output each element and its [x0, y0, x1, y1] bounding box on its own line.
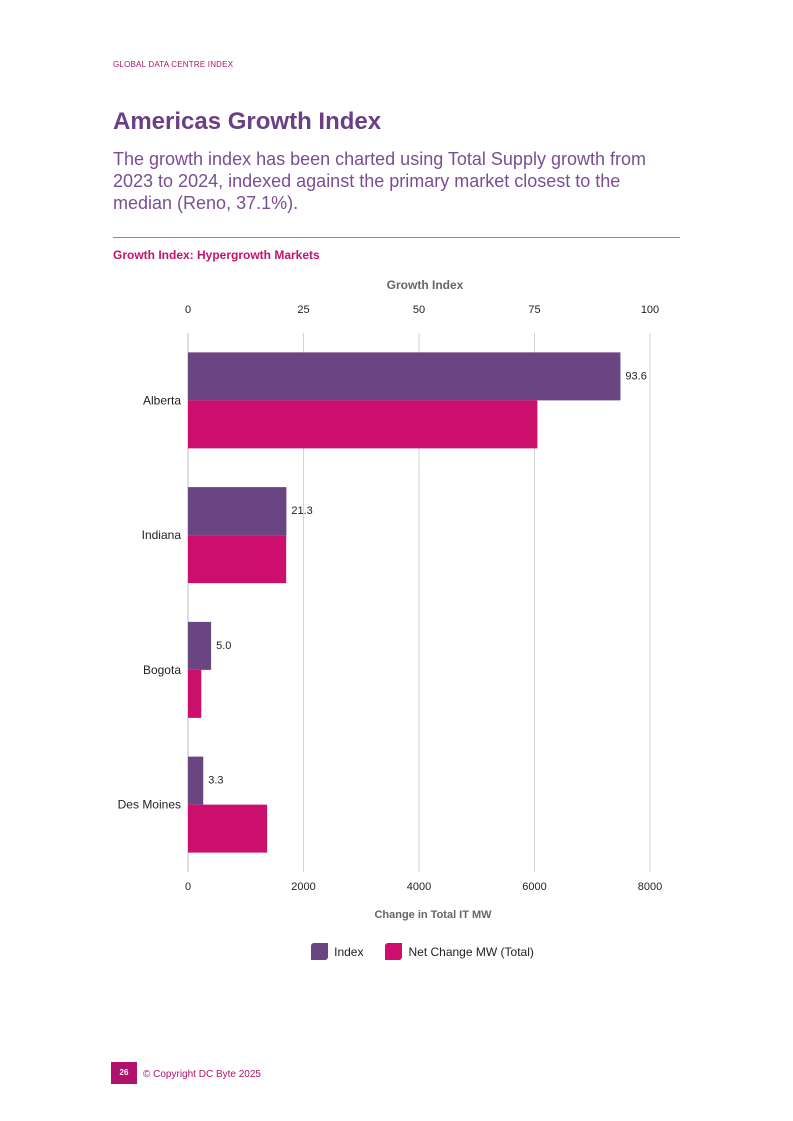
top-axis-tick-label: 50 [413, 304, 425, 316]
bottom-axis-tick-label: 2000 [291, 881, 315, 893]
category-label: Bogota [143, 663, 181, 677]
bar-index [188, 756, 204, 805]
bar-net-change [188, 535, 287, 584]
section-divider [113, 237, 680, 238]
growth-index-chart: Growth Index Change in Total IT MW 0 25 50 75… [118, 278, 663, 921]
bars-layer [188, 352, 621, 853]
chart-heading: Growth Index: Hypergrowth Markets [113, 248, 320, 262]
bottom-axis-tick-label: 4000 [407, 881, 431, 893]
bar-index [188, 352, 621, 401]
legend-item-net-change: Net Change MW (Total) [385, 943, 534, 960]
chart-legend: Index Net Change MW (Total) [0, 943, 793, 960]
top-axis-tick-label: 0 [185, 304, 191, 316]
bottom-axis-tick-label: 0 [185, 881, 191, 893]
top-axis-tick-label: 75 [528, 304, 540, 316]
page-subtitle: The growth index has been charted using … [113, 149, 646, 213]
bottom-axis-tick-label: 6000 [522, 881, 546, 893]
text-layer: Growth Index Change in Total IT MW 0 25 50 75… [118, 278, 663, 921]
data-label-index: 3.3 [208, 775, 223, 787]
page-number-badge: 26 [111, 1062, 137, 1084]
category-label: Alberta [143, 393, 181, 407]
bar-index [188, 621, 212, 670]
bar-net-change [188, 804, 268, 853]
data-label-index: 5.0 [216, 640, 231, 652]
bottom-axis-title: Change in Total IT MW [374, 909, 492, 921]
top-axis-title: Growth Index [387, 278, 464, 292]
bar-net-change [188, 400, 538, 449]
category-label: Indiana [142, 528, 182, 542]
data-label-index: 21.3 [291, 505, 312, 517]
category-label: Des Moines [118, 798, 181, 812]
top-axis-tick-label: 25 [297, 304, 309, 316]
legend-swatch-net-change [385, 943, 403, 960]
top-axis-tick-label: 100 [641, 304, 659, 316]
data-label-index: 93.6 [625, 370, 646, 382]
legend-label-index: Index [334, 944, 364, 959]
page-title: Americas Growth Index [113, 108, 382, 135]
copyright-text: © Copyright DC Byte 2025 [143, 1069, 261, 1080]
legend-swatch-index [311, 943, 329, 960]
legend-label-net-change: Net Change MW (Total) [408, 944, 534, 959]
legend-item-index: Index [311, 943, 363, 960]
report-header-label: GLOBAL DATA CENTRE INDEX [113, 60, 234, 69]
bar-index [188, 487, 287, 536]
bar-net-change [188, 669, 202, 718]
bottom-axis-tick-label: 8000 [638, 881, 662, 893]
